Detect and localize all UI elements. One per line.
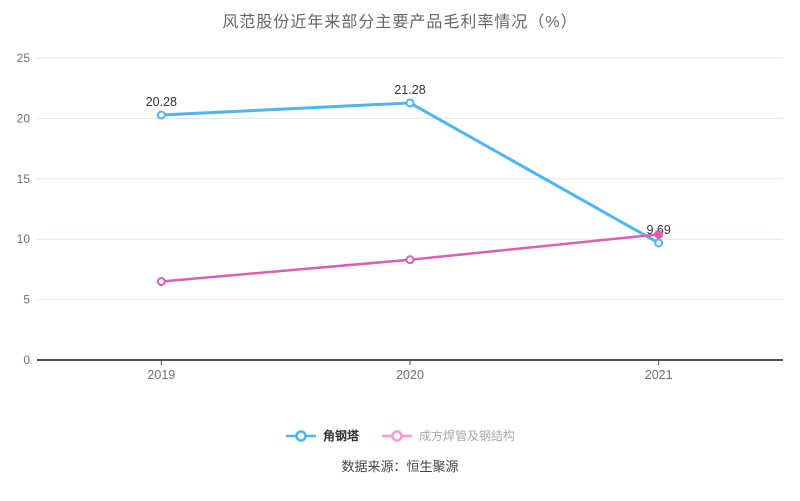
x-axis-tick-label: 2021 (645, 368, 673, 382)
x-axis-tick-label: 2020 (396, 368, 424, 382)
data-source-caption: 数据来源：恒生聚源 (341, 459, 459, 474)
y-axis-tick-label: 10 (17, 232, 31, 246)
x-axis-tick-label: 2019 (147, 368, 175, 382)
y-axis-tick-label: 25 (17, 51, 31, 65)
legend: 角钢塔 成方焊管及钢结构 (0, 427, 800, 444)
legend-label: 角钢塔 (322, 429, 359, 443)
chart-title: 风范股份近年来部分主要产品毛利率情况（%） (222, 14, 578, 31)
data-point-label: 20.28 (146, 95, 177, 109)
data-point-marker[interactable] (405, 255, 415, 265)
y-axis-tick-label: 15 (17, 172, 31, 186)
legend-item[interactable]: 成方焊管及钢结构 (381, 427, 515, 444)
data-point-marker[interactable] (156, 276, 166, 286)
legend-line-marker-icon (382, 429, 412, 442)
legend-item[interactable]: 角钢塔 (285, 427, 359, 444)
data-point-marker[interactable] (654, 229, 664, 239)
y-axis-tick-label: 5 (23, 293, 30, 307)
legend-line-marker-icon (285, 429, 316, 442)
data-point-marker[interactable] (156, 110, 166, 120)
data-point-marker[interactable] (405, 98, 415, 108)
data-point-label: 21.28 (394, 83, 425, 97)
series-line (159, 101, 661, 245)
y-axis-tick-label: 0 (23, 353, 30, 367)
legend-label: 成方焊管及钢结构 (419, 429, 516, 443)
y-axis-tick-label: 20 (17, 111, 31, 125)
data-point-marker[interactable] (654, 238, 664, 248)
